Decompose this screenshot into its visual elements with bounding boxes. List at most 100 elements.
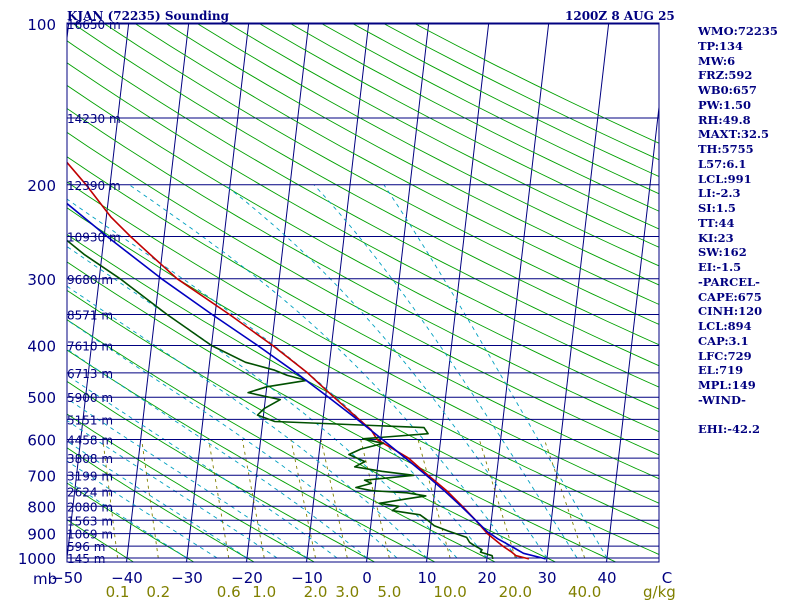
mixing-ratio-line [102, 439, 118, 559]
dry-adiabat-line [67, 319, 497, 562]
isotherm-line [67, 23, 130, 562]
isotherm-line [126, 23, 190, 562]
dry-adiabat-line [67, 447, 255, 562]
isotherm-line [546, 23, 610, 562]
height-labels: 16650 m 14230 m 12390 m 10930 m 9680 m 8571 m… [67, 18, 121, 566]
mixing-ratio-tick-label: 3.0 [335, 583, 359, 600]
temperature-axis: −50 −40 −30 −20 −10 0 10 20 30 40 C [51, 569, 672, 587]
sounding-index: WB0:657 [698, 83, 757, 97]
moist-adiabat-line [313, 184, 578, 559]
dewpoint-trace [67, 239, 494, 560]
temperature-tick-label: −30 [171, 569, 203, 587]
sounding-index: EL:719 [698, 363, 744, 378]
mixing-ratio-tick-label: 2.0 [304, 583, 328, 600]
isotherm-line [0, 12, 10, 569]
sounding-index: TH:5755 [698, 142, 754, 156]
dry-adiabat-line [67, 40, 659, 367]
dry-adiabat-line [73, 23, 659, 346]
dry-adiabat-line [166, 23, 659, 286]
temperature-tick-label: −50 [51, 569, 83, 587]
parcel-trace [67, 202, 546, 560]
height-label: 145 m [67, 552, 105, 566]
sounding-index: L57:6.1 [698, 156, 747, 171]
mixing-ratio-axis: 0.1 0.2 0.6 1.0 2.0 3.0 5.0 10.0 20.0 40.0 [106, 583, 602, 600]
mixing-ratio-line [241, 439, 265, 559]
dry-adiabat-line [104, 23, 659, 325]
moist-adiabat-line [67, 198, 488, 559]
sounding-indices: WMO:72235 TP:134 MW:6 FRZ:592 WB0:657 PW:1.50… [698, 24, 778, 437]
isotherm-line [306, 23, 370, 562]
isotherm-line [67, 23, 70, 43]
moist-adiabat-line [383, 184, 608, 559]
dry-adiabat-line [67, 131, 659, 456]
temperature-tick-label: 0 [362, 569, 372, 587]
dry-adiabat-line [228, 23, 659, 248]
mixing-ratio-unit-label: g/kg [643, 583, 676, 600]
dry-adiabat-line [197, 23, 659, 267]
sounding-index: EI:-1.5 [698, 260, 742, 274]
dry-adiabat-line [67, 62, 659, 388]
sounding-traces [67, 161, 546, 560]
pressure-tick-label: 100 [27, 16, 56, 34]
height-label: 5151 m [67, 413, 113, 427]
isotherm-line [426, 23, 490, 562]
pressure-tick-label: 900 [27, 526, 56, 544]
sounding-index: CINH:120 [698, 304, 763, 319]
sounding-index: LCL:991 [698, 171, 752, 186]
temperature-tick-label: 30 [537, 569, 556, 587]
height-label: 7610 m [67, 340, 113, 354]
dry-adiabat-line [67, 233, 659, 555]
sounding-index: TP:134 [698, 38, 744, 53]
pressure-tick-label: 1000 [18, 550, 56, 568]
mixing-ratio-tick-label: 0.6 [217, 583, 241, 600]
temperature-tick-label: C [662, 569, 672, 587]
moist-adiabat-line [129, 184, 518, 559]
height-label: 1563 m [67, 514, 113, 528]
sounding-index [698, 408, 778, 423]
sounding-index: FRZ:592 [698, 68, 753, 83]
mixing-ratio-line [543, 439, 586, 559]
temperature-tick-label: −20 [231, 569, 263, 587]
valid-time: 1200Z 8 AUG 25 [565, 9, 675, 23]
height-label: 6713 m [67, 367, 113, 381]
height-label: 12390 m [67, 179, 121, 193]
temperature-tick-label: 40 [597, 569, 616, 587]
sounding-index: LFC:729 [698, 348, 752, 363]
pressure-axis: 100 200 300 400 500 600 700 800 900 1000 [18, 16, 56, 568]
mixing-ratio-line [208, 439, 230, 559]
height-label: 16650 m [67, 18, 121, 32]
sounding-index: -WIND- [698, 392, 746, 407]
station-title: KJAN (72235) Sounding [67, 9, 230, 23]
pressure-tick-label: 800 [27, 498, 56, 516]
temperature-tick-label: 20 [477, 569, 496, 587]
temperature-tick-label: −10 [291, 569, 323, 587]
sounding-index: EHI:-42.2 [698, 422, 761, 437]
dry-adiabat-line [67, 261, 617, 562]
temperature-tick-label: −40 [111, 569, 143, 587]
height-label: 2624 m [67, 485, 113, 499]
mixing-ratio-tick-label: 0.1 [106, 583, 130, 600]
sounding-index: PW:1.50 [698, 97, 752, 112]
sounding-index: -PARCEL- [698, 274, 760, 289]
mixing-ratio-tick-label: 5.0 [377, 583, 401, 600]
mixing-ratio-line [290, 439, 316, 559]
mixing-ratio-tick-label: 40.0 [568, 583, 601, 600]
isotherm-line [606, 102, 659, 562]
plot-frame [66, 22, 660, 563]
sounding-index: CAPE:675 [698, 289, 762, 304]
isotherm-line [366, 23, 430, 562]
sounding-index: SI:1.5 [698, 201, 736, 215]
moist-adiabat-line [67, 398, 308, 559]
mixing-ratio-line [360, 439, 390, 559]
dry-adiabat-line [135, 23, 659, 305]
temperature-tick-label: 10 [417, 569, 436, 587]
pressure-unit-label: mb [33, 570, 57, 588]
sounding-index: SW:162 [698, 245, 747, 260]
pressure-tick-label: 500 [27, 389, 56, 407]
dry-adiabat-line [67, 519, 135, 562]
temperature-trace [67, 161, 530, 560]
sounding-index: KI:23 [698, 230, 734, 245]
height-label: 2080 m [67, 500, 113, 514]
dry-adiabat-line [67, 289, 557, 562]
